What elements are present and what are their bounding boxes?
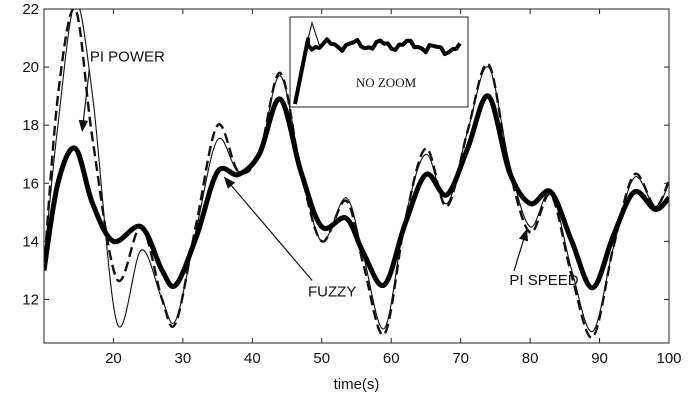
x-tick-label-3: 50	[313, 350, 330, 367]
x-tick-label-7: 90	[591, 350, 608, 367]
arrow-pi-speed	[513, 228, 529, 272]
arrow-fuzzy	[223, 176, 313, 281]
inset-frame	[289, 16, 469, 108]
plot-frame	[43, 8, 670, 344]
series-line-dashed	[44, 9, 669, 339]
x-tick-label-0: 20	[105, 350, 122, 367]
x-tick-label-4: 60	[383, 350, 400, 367]
series-layer	[44, 9, 669, 339]
x-tick-label-5: 70	[452, 350, 469, 367]
annotation-label-2: PI SPEED	[509, 272, 578, 289]
arrow-pi-power	[78, 69, 90, 133]
y-tick-label-3: 18	[22, 117, 39, 134]
x-tick-label-6: 80	[522, 350, 539, 367]
y-tick-label-2: 16	[22, 175, 39, 192]
y-tick-label-0: 12	[22, 291, 39, 308]
annotation-label-1: FUZZY	[308, 284, 356, 301]
annotation-layer: PI POWER FUZZY PI SPEED	[78, 48, 579, 301]
y-tick-label-1: 14	[22, 233, 39, 250]
x-tick-label-8: 100	[656, 350, 681, 367]
tick-layer: 20 30 40 50 60 70 80 90 100 12 14 16 18 20 22	[22, 1, 681, 367]
inset-label: NO ZOOM	[356, 75, 417, 90]
series-line-thick	[44, 93, 669, 291]
annotation-label-0: PI POWER	[90, 48, 165, 65]
x-tick-label-2: 40	[244, 350, 261, 367]
inset-plot: NO ZOOM	[289, 16, 469, 108]
x-tick-label-1: 30	[175, 350, 192, 367]
inset-thick-line	[293, 37, 462, 105]
y-tick-label-5: 22	[22, 1, 39, 18]
x-axis-label: time(s)	[334, 376, 380, 393]
y-tick-label-4: 20	[22, 59, 39, 76]
